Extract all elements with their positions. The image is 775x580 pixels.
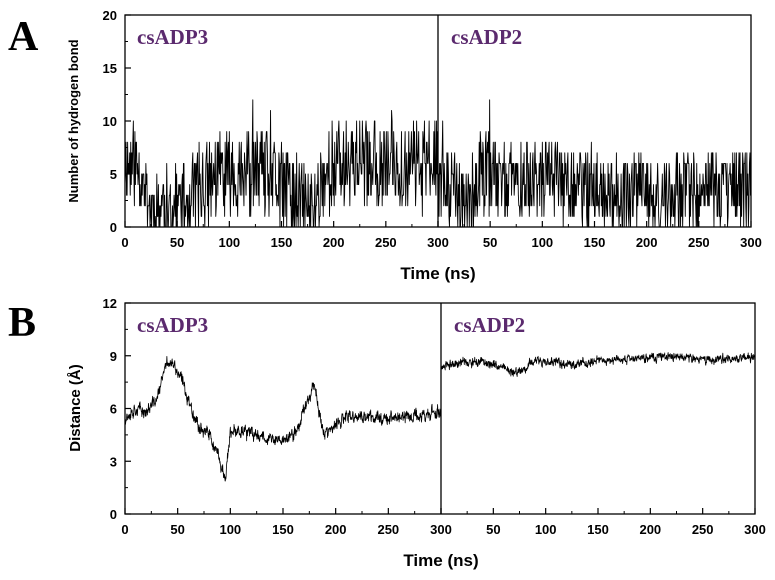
x-tick-label: 50 bbox=[486, 522, 500, 537]
x-tick-label: 250 bbox=[375, 235, 397, 250]
x-tick-label: 50 bbox=[170, 235, 184, 250]
panel-a-left-label: csADP3 bbox=[137, 25, 208, 49]
x-tick-label: 300 bbox=[427, 235, 449, 250]
x-tick-label: 150 bbox=[584, 235, 606, 250]
x-tick-label: 200 bbox=[323, 235, 345, 250]
panel-b-right-label: csADP2 bbox=[454, 313, 525, 337]
x-tick-label: 300 bbox=[430, 522, 452, 537]
y-tick-label: 5 bbox=[110, 167, 117, 182]
x-tick-label: 50 bbox=[170, 522, 184, 537]
x-tick-label: 100 bbox=[219, 522, 241, 537]
x-tick-label: 250 bbox=[688, 235, 710, 250]
y-tick-label: 15 bbox=[103, 61, 117, 76]
panel-a-chart: 0 50 100 150 200 250 300 50 100 150 200 250 300 0 5 10 1… bbox=[66, 8, 762, 283]
x-tick-label: 100 bbox=[531, 235, 553, 250]
x-tick-label: 100 bbox=[535, 522, 557, 537]
panel-a-x-axis-title: Time (ns) bbox=[400, 264, 475, 283]
panel-b-frame bbox=[124, 302, 756, 515]
x-tick-label: 100 bbox=[218, 235, 240, 250]
x-tick-label: 200 bbox=[639, 522, 661, 537]
y-tick-label: 12 bbox=[103, 296, 117, 311]
y-tick-label: 9 bbox=[110, 349, 117, 364]
x-tick-label: 250 bbox=[377, 522, 399, 537]
y-tick-label: 20 bbox=[103, 8, 117, 23]
panel-b-x-axis-title: Time (ns) bbox=[403, 551, 478, 570]
y-tick-label: 0 bbox=[110, 220, 117, 235]
panel-b-chart: 0 50 100 150 200 250 300 50 100 150 200 250 300 0 3 6 9 1… bbox=[67, 296, 766, 570]
panel-letter-a: A bbox=[8, 14, 39, 60]
y-tick-label: 3 bbox=[110, 454, 117, 469]
x-tick-label: 0 bbox=[121, 235, 128, 250]
x-tick-label: 150 bbox=[272, 522, 294, 537]
y-tick-label: 6 bbox=[110, 402, 117, 417]
x-tick-label: 50 bbox=[483, 235, 497, 250]
x-tick-label: 150 bbox=[271, 235, 293, 250]
y-tick-label: 10 bbox=[103, 114, 117, 129]
x-tick-label: 300 bbox=[740, 235, 762, 250]
trace-a-csadp2 bbox=[437, 99, 752, 228]
y-tick-label: 0 bbox=[110, 507, 117, 522]
panel-b-left-label: csADP3 bbox=[137, 313, 208, 337]
panel-a-y-axis-title: Number of hydrogen bond bbox=[66, 39, 81, 202]
trace-b-csadp2 bbox=[440, 352, 756, 377]
x-tick-label: 150 bbox=[587, 522, 609, 537]
trace-a-csadp3 bbox=[124, 99, 439, 228]
trace-b-csadp3 bbox=[124, 355, 442, 482]
panel-b-y-axis-title: Distance (Å) bbox=[67, 364, 84, 452]
panel-a-right-label: csADP2 bbox=[451, 25, 522, 49]
x-tick-label: 0 bbox=[121, 522, 128, 537]
x-tick-label: 200 bbox=[636, 235, 658, 250]
x-tick-label: 250 bbox=[692, 522, 714, 537]
x-tick-label: 300 bbox=[744, 522, 766, 537]
x-tick-label: 200 bbox=[325, 522, 347, 537]
panel-letter-b: B bbox=[8, 300, 36, 346]
